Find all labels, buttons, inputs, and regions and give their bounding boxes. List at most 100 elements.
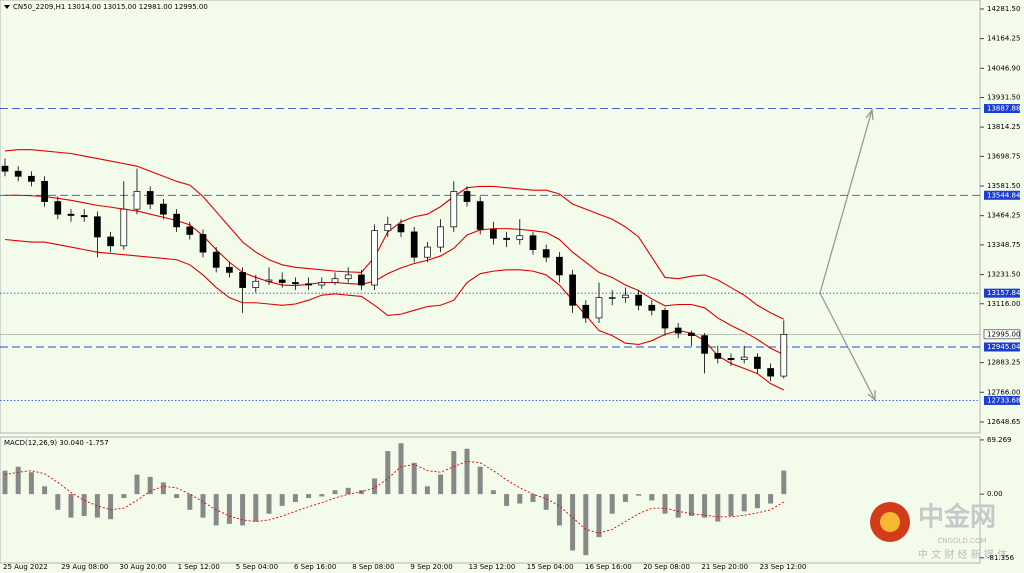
candle-body: [358, 274, 365, 286]
y-tick-label: -81.356: [987, 554, 1015, 562]
candle-body: [318, 282, 326, 286]
y-tick-label: 0.00: [987, 490, 1003, 498]
candle-body: [371, 230, 378, 286]
slogan: 中 文 财 经 新 媒 体: [918, 548, 1007, 561]
brand: 中金网: [918, 502, 996, 533]
candle-body: [41, 180, 48, 202]
macd-bar: [715, 494, 721, 522]
candle-body: [226, 266, 233, 273]
candle-body: [740, 356, 748, 360]
macd-bar: [438, 474, 444, 495]
bollinger-upper: [4, 149, 785, 320]
macd-bar: [464, 448, 470, 495]
macd-bar: [68, 494, 74, 518]
candle-body: [450, 191, 458, 228]
candle-body: [384, 223, 392, 232]
x-tick-label: 13 Sep 12:00: [469, 563, 516, 571]
macd-title: MACD(12,26,9) 30.040 -1.757: [4, 439, 109, 447]
site: CNGOLD.COM: [937, 537, 986, 545]
candle-body: [701, 335, 708, 354]
y-tick-label: 14164.25: [987, 35, 1020, 43]
candle-body: [648, 304, 656, 311]
y-tick-label: 12766.00: [987, 388, 1020, 396]
level-label-box: [984, 395, 1020, 405]
arrows: [819, 108, 876, 402]
candle-body: [212, 251, 220, 268]
y-tick-label: 13464.25: [987, 212, 1020, 220]
macd-bar: [675, 494, 681, 518]
macd-bar: [187, 494, 193, 510]
macd-bar: [596, 494, 602, 538]
candle-body: [516, 235, 524, 240]
y-tick-label: 13116.00: [987, 300, 1020, 308]
candle-body: [120, 208, 128, 247]
candle-body: [542, 249, 550, 258]
candle-body: [186, 226, 194, 235]
candle-body: [54, 201, 62, 215]
x-tick-label: 23 Sep 12:00: [760, 563, 807, 571]
macd-bar: [517, 494, 523, 504]
macd-bar: [147, 476, 153, 495]
macd-bar: [253, 494, 259, 522]
level-label: 13887.88: [987, 105, 1020, 113]
candle-body: [1, 165, 9, 172]
macd-bar: [81, 494, 87, 517]
macd-bar: [28, 472, 34, 495]
macd-bar: [319, 494, 325, 497]
level-label: 12945.04: [987, 343, 1021, 351]
level-label-box: [984, 104, 1020, 114]
x-tick-label: 8 Sep 08:00: [352, 563, 394, 571]
macd-bar: [609, 494, 615, 514]
candle-body: [767, 368, 774, 377]
candle-body: [490, 229, 497, 239]
candle-body: [67, 213, 75, 216]
level-label-box: [984, 342, 1020, 352]
logo-inner: [880, 512, 900, 532]
y-tick-label: 12648.65: [987, 418, 1020, 426]
chart-title: CN50_2209,H1 13014.00 13015.00 12981.00 …: [13, 3, 208, 11]
candle-body: [331, 278, 339, 283]
level-label: 13157.84: [987, 289, 1021, 297]
candle-body: [424, 246, 431, 258]
current-price-label: 12995.00: [987, 330, 1020, 338]
macd-bar: [477, 466, 483, 495]
candle-body: [28, 175, 35, 182]
macd-bar: [741, 494, 747, 512]
y-tick-label: 13581.50: [987, 182, 1020, 190]
candle-body: [688, 332, 695, 336]
macd-panel: [0, 436, 981, 564]
macd-bar: [332, 490, 338, 495]
x-tick-label: 16 Sep 16:00: [585, 563, 632, 571]
candle-body: [661, 309, 669, 329]
macd-bar: [411, 462, 417, 495]
candle-body: [503, 237, 510, 240]
macd-bar: [398, 443, 404, 495]
candle-body: [410, 231, 418, 258]
macd-bar: [385, 451, 391, 495]
bollinger-lower: [4, 238, 785, 391]
x-tick-label: 21 Sep 20:00: [701, 563, 748, 571]
y-tick-label: 13931.50: [987, 93, 1020, 101]
y-tick-label: 12883.25: [987, 359, 1020, 367]
current-price-box: [983, 329, 1021, 340]
candle-body: [397, 223, 405, 233]
macd-bar: [292, 494, 298, 502]
macd-bar: [543, 494, 549, 510]
y-tick-label: 14281.50: [987, 5, 1020, 13]
macd-bar: [702, 494, 708, 518]
macd-bar: [768, 494, 774, 504]
watermark: 中金网 CNGOLD.COM 中 文 财 经 新 媒 体: [870, 502, 1007, 561]
candle-body: [463, 191, 471, 202]
candle-body: [608, 297, 616, 299]
candle-body: [727, 358, 735, 360]
macd-bar: [279, 494, 285, 506]
macd-bar: [200, 494, 206, 518]
candle-body: [529, 235, 537, 250]
macd-bar: [636, 494, 642, 496]
candle-body: [635, 294, 642, 306]
candle-body: [80, 215, 88, 218]
x-tick-label: 20 Sep 08:00: [643, 563, 690, 571]
macd-bar: [134, 474, 140, 495]
